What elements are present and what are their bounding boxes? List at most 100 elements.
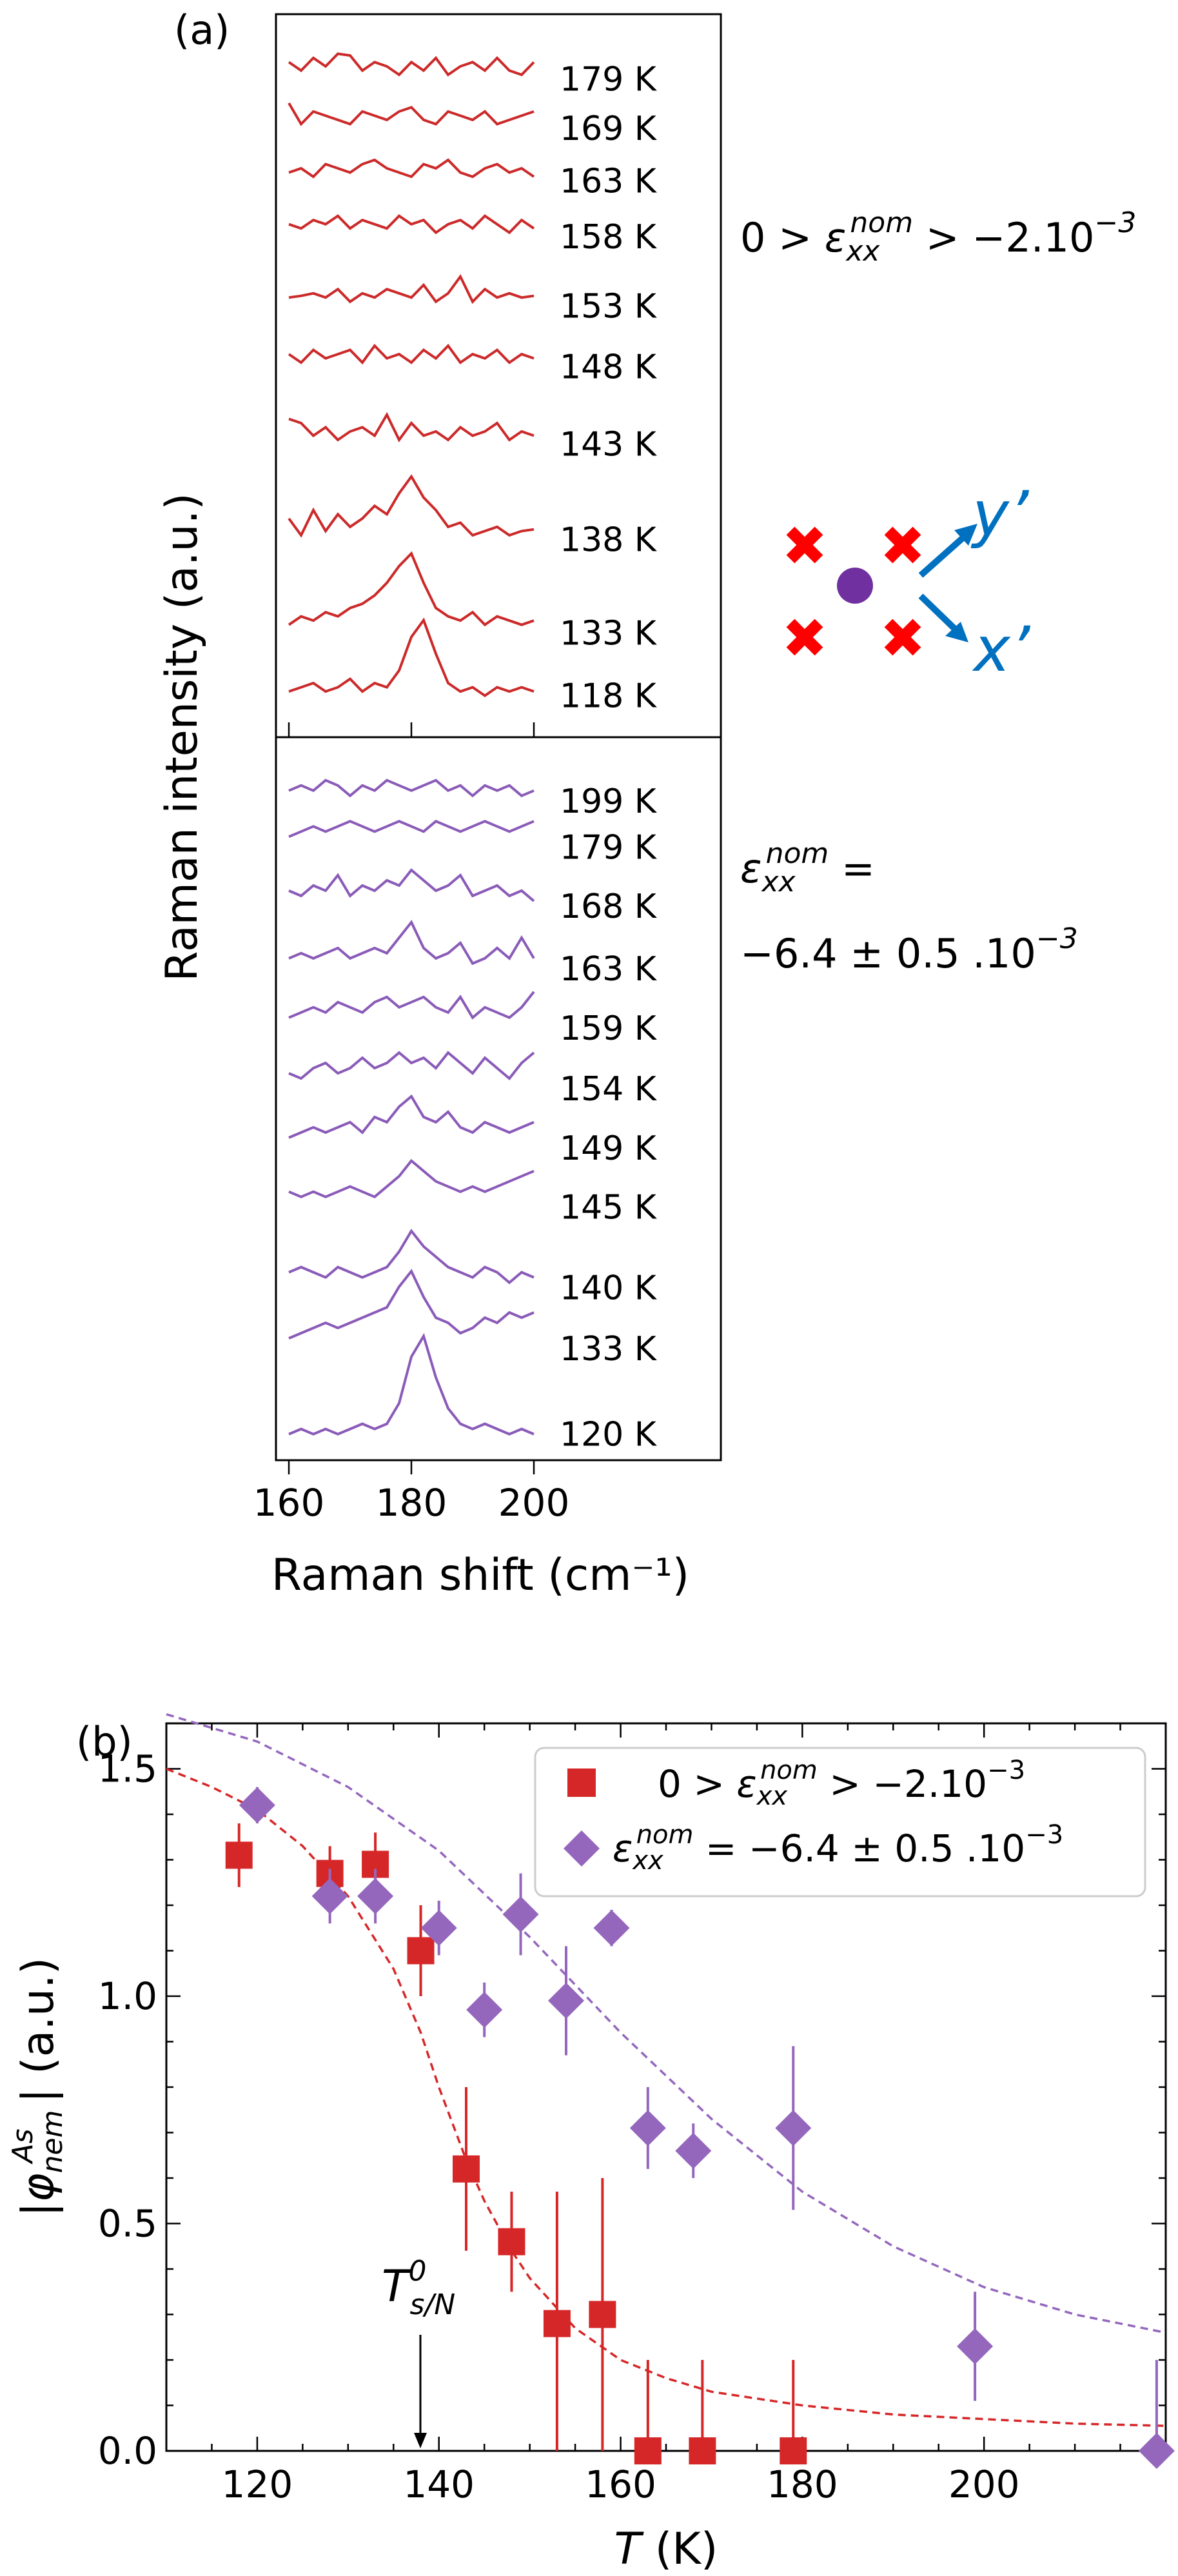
point-square bbox=[589, 2301, 616, 2328]
x-tick-label-200: 200 bbox=[498, 1481, 570, 1525]
cross-icon bbox=[786, 619, 823, 656]
panel-a-label: (a) bbox=[174, 6, 230, 54]
upper-strain-annotation: 0 > εxxnom > −2.10−3 bbox=[740, 206, 1136, 268]
y-tick-label-b: 0.0 bbox=[98, 2429, 157, 2473]
spectrum-lower-149K bbox=[288, 1094, 535, 1139]
upper-ann-exp: −3 bbox=[1094, 206, 1136, 239]
cross-icon bbox=[884, 526, 921, 564]
legend-label-upper: 0 > εxxnom > −2.10−3 bbox=[658, 1756, 1025, 1811]
temp-label-lower: 154 K bbox=[560, 1070, 658, 1109]
x-tick-label-b: 160 bbox=[585, 2462, 656, 2506]
legend-label-lower: εxxnom = −6.4 ± 0.5 .10−3 bbox=[613, 1820, 1063, 1876]
y-tick-label-b: 0.5 bbox=[98, 2202, 157, 2246]
legend: 0 > εxxnom > −2.10−3 εxxnom = −6.4 ± 0.5… bbox=[534, 1747, 1146, 1897]
point-square bbox=[689, 2437, 716, 2464]
temp-label-lower: 179 K bbox=[560, 828, 658, 867]
inset-label-y: y’ bbox=[970, 478, 1030, 550]
temp-label-upper: 179 K bbox=[560, 60, 658, 99]
inset-label-x: x’ bbox=[972, 613, 1031, 686]
point-diamond bbox=[675, 2132, 712, 2169]
spectrum-lower-179K bbox=[288, 819, 535, 838]
legend-diamond-marker bbox=[564, 1830, 600, 1867]
upper-ann-main: 0 > bbox=[740, 214, 825, 261]
legend-square-marker bbox=[567, 1769, 596, 1797]
x-tick-label-b: 180 bbox=[767, 2462, 838, 2506]
x-tick-label-180: 180 bbox=[376, 1481, 447, 1525]
spectrum-lower-163K bbox=[288, 920, 535, 966]
point-diamond bbox=[1138, 2433, 1175, 2469]
temp-label-lower: 140 K bbox=[560, 1269, 658, 1308]
transition-temp-annotation: T0 s/N bbox=[382, 2255, 455, 2321]
spectrum-lower-168K bbox=[288, 868, 535, 902]
spectrum-upper-138K bbox=[288, 474, 535, 538]
spectrum-lower-133K bbox=[288, 1269, 535, 1340]
point-diamond bbox=[957, 2328, 994, 2364]
point-square bbox=[225, 1841, 253, 1869]
spectrum-upper-118K bbox=[288, 617, 535, 698]
temp-label-upper: 118 K bbox=[560, 677, 658, 716]
y-axis-label-b: |φnemAs| (a.u.) bbox=[6, 1957, 69, 2217]
temp-label-upper: 148 K bbox=[560, 348, 658, 387]
temp-label-lower: 120 K bbox=[560, 1416, 658, 1454]
point-diamond bbox=[466, 1992, 503, 2028]
spectrum-upper-133K bbox=[288, 551, 535, 627]
x-axis-label: Raman shift (cm⁻¹) bbox=[271, 1550, 689, 1601]
scatter-points bbox=[225, 1787, 1175, 2469]
upper-ann-tail: > −2.10 bbox=[913, 214, 1094, 261]
temp-label-upper: 153 K bbox=[560, 287, 658, 326]
fit-curve-upper bbox=[166, 1767, 1166, 2427]
point-diamond bbox=[420, 1910, 457, 1947]
lower-strain-annotation-line1: εxxnom = bbox=[740, 837, 875, 898]
panel-b: (b) 120 140 160 180 200 0.0 0.5 1.0 1.5 T (K) |φ… bbox=[6, 1713, 1175, 2575]
arrow-y-icon bbox=[918, 524, 977, 578]
transition-arrow-head-icon bbox=[414, 2433, 427, 2448]
temp-label-upper: 138 K bbox=[560, 520, 658, 559]
x-tick-label-b: 140 bbox=[403, 2462, 475, 2506]
lattice-inset: y’ x’ bbox=[786, 478, 1031, 686]
temp-label-lower: 199 K bbox=[560, 782, 658, 821]
panel-a: (a) 160 180 200 Raman shift (cm⁻¹) Raman… bbox=[157, 6, 1136, 1601]
x-tick-label-160: 160 bbox=[253, 1481, 325, 1525]
spectrum-lower-154K bbox=[288, 1051, 535, 1080]
point-diamond bbox=[548, 1983, 584, 2019]
point-diamond bbox=[311, 1878, 348, 1914]
temp-label-lower: 133 K bbox=[560, 1330, 658, 1369]
temp-label-lower: 149 K bbox=[560, 1129, 658, 1168]
point-diamond bbox=[502, 1896, 539, 1933]
point-diamond bbox=[629, 2110, 666, 2146]
spectrum-lower-199K bbox=[288, 778, 535, 798]
point-square bbox=[498, 2228, 525, 2255]
scatter-fits bbox=[166, 1713, 1166, 2427]
spectra-lower: 199 K 179 K 168 K 163 K 159 K 154 K 149 K 145 K… bbox=[288, 778, 658, 1454]
spectrum-upper-179K bbox=[288, 52, 535, 77]
spectrum-upper-158K bbox=[288, 214, 535, 235]
temp-label-lower: 145 K bbox=[560, 1189, 658, 1227]
spectrum-lower-145K bbox=[288, 1158, 535, 1199]
spectrum-upper-143K bbox=[288, 411, 535, 442]
temp-label-upper: 158 K bbox=[560, 218, 658, 257]
x-tick-label-b: 200 bbox=[948, 2462, 1020, 2506]
spectrum-upper-163K bbox=[288, 158, 535, 179]
temp-label-lower: 168 K bbox=[560, 887, 658, 926]
scatter-ticks: 120 140 160 180 200 0.0 0.5 1.0 1.5 bbox=[98, 1723, 1166, 2506]
y-tick-label-b: 1.0 bbox=[98, 1974, 157, 2018]
cross-icon bbox=[786, 526, 823, 564]
point-diamond bbox=[357, 1878, 394, 1914]
spectrum-lower-159K bbox=[288, 991, 535, 1020]
temp-label-upper: 163 K bbox=[560, 163, 658, 201]
temp-label-upper: 133 K bbox=[560, 615, 658, 653]
point-diamond bbox=[775, 2110, 812, 2146]
lower-strain-annotation-line2: −6.4 ± 0.5 .10−3 bbox=[740, 922, 1078, 977]
panel-b-label: (b) bbox=[76, 1718, 133, 1765]
cross-icon bbox=[884, 619, 921, 656]
x-axis-label-b: T (K) bbox=[614, 2524, 718, 2575]
temp-label-lower: 163 K bbox=[560, 950, 658, 989]
temp-label-upper: 143 K bbox=[560, 426, 658, 464]
point-diamond bbox=[593, 1910, 630, 1947]
spectrum-lower-120K bbox=[288, 1333, 535, 1436]
spectrum-upper-148K bbox=[288, 344, 535, 365]
y-axis-label: Raman intensity (a.u.) bbox=[157, 493, 208, 982]
point-square bbox=[453, 2155, 480, 2183]
spectrum-upper-153K bbox=[288, 273, 535, 304]
